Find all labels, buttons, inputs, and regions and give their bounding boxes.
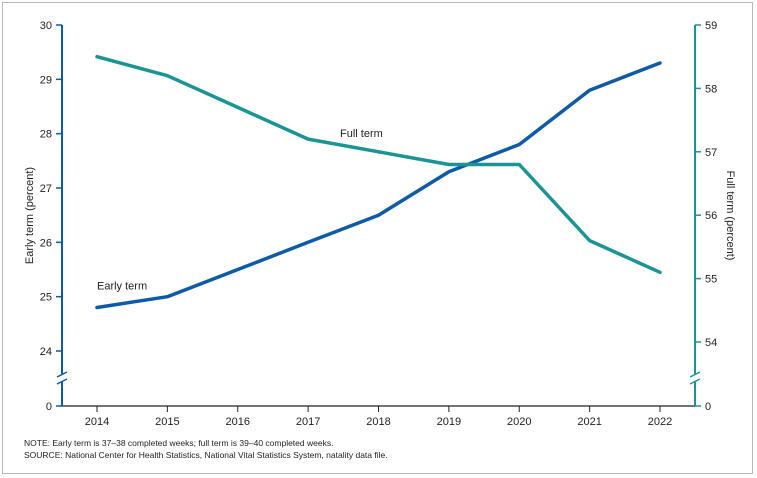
right-axis-break-mark [689, 371, 701, 378]
right-tick-label-59: 59 [705, 20, 717, 32]
right-tick-label-55: 55 [705, 274, 717, 286]
left-tick-label-zero: 0 [46, 401, 52, 413]
x-tick-label-2021: 2021 [577, 416, 601, 428]
left-tick-label-24: 24 [40, 346, 52, 358]
x-tick-label-2020: 2020 [507, 416, 531, 428]
right-tick-label-56: 56 [705, 210, 717, 222]
x-tick-label-2015: 2015 [155, 416, 179, 428]
left-axis-break-mark [56, 371, 68, 378]
x-tick-label-2019: 2019 [437, 416, 461, 428]
series-label-full-term: Full term [340, 128, 383, 140]
right-axis-break-mark [689, 378, 701, 385]
right-tick-label-58: 58 [705, 83, 717, 95]
series-line-early-term [95, 61, 662, 310]
x-tick-label-2016: 2016 [226, 416, 250, 428]
left-axis-title: Early term (percent) [24, 167, 36, 264]
axes [56, 24, 701, 412]
left-tick-label-29: 29 [40, 74, 52, 86]
left-tick-label-26: 26 [40, 237, 52, 249]
x-tick-label-2022: 2022 [648, 416, 672, 428]
chart-source: SOURCE: National Center for Health Stati… [24, 450, 388, 460]
x-tick-label-2018: 2018 [366, 416, 390, 428]
right-tick-label-54: 54 [705, 337, 717, 349]
left-tick-label-25: 25 [40, 292, 52, 304]
chart-frame [2, 2, 753, 474]
series-line-full-term [95, 54, 662, 275]
right-axis-title: Full term (percent) [724, 171, 736, 261]
tick-labels: 2014 2015 2016 2017 2018 2019 2020 2021 2022 24 25… [24, 20, 736, 428]
left-tick-label-28: 28 [40, 129, 52, 141]
right-tick-label-57: 57 [705, 147, 717, 159]
series-lines [95, 54, 662, 310]
x-tick-label-2014: 2014 [85, 416, 109, 428]
x-tick-label-2017: 2017 [296, 416, 320, 428]
chart-note: NOTE: Early term is 37–38 completed week… [24, 438, 334, 448]
left-tick-label-30: 30 [40, 20, 52, 32]
left-axis-break-mark [56, 378, 68, 385]
right-tick-label-zero: 0 [705, 401, 711, 413]
left-tick-label-27: 27 [40, 183, 52, 195]
series-label-early-term: Early term [97, 281, 147, 293]
